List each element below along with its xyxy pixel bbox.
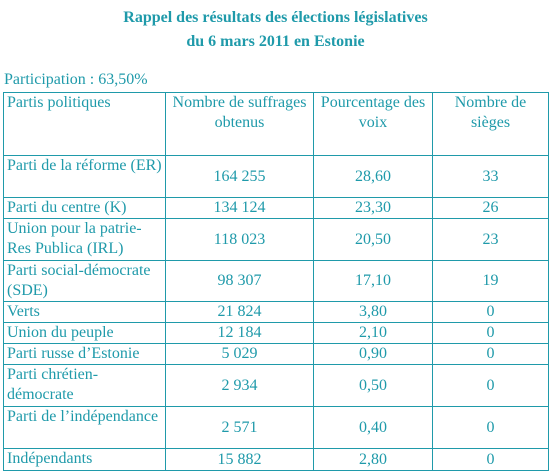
table-cell: 164 255 <box>165 155 314 198</box>
table-row: Verts 21 824 3,80 0 <box>3 301 549 323</box>
results-table: Partis politiques Nombre de suffrages obt… <box>3 92 549 471</box>
table-cell: 0 <box>432 364 549 407</box>
table-cell: 26 <box>432 197 549 219</box>
table-cell: Parti du centre (K) <box>3 197 166 219</box>
header-row: Partis politiques Nombre de suffrages obt… <box>3 92 549 156</box>
table-cell: 2 571 <box>165 406 314 449</box>
title-line: Rappel des résultats des élections légis… <box>123 9 428 26</box>
table-cell: Parti social-démocrate (SDE) <box>3 260 166 302</box>
table-row: Parti social-démocrate (SDE) 98 307 17,10 1… <box>3 260 549 302</box>
table-row: Parti de la réforme (ER) 164 255 28,60 33 <box>3 155 549 198</box>
table-cell: Parti de la réforme (ER) <box>3 155 166 198</box>
table-cell: 0 <box>432 343 549 365</box>
table-cell: Parti de l’indépendance <box>3 406 166 449</box>
table-cell: 15 882 <box>165 448 314 471</box>
table-cell: 17,10 <box>313 260 433 302</box>
title-line: du 6 mars 2011 en Estonie <box>186 33 365 50</box>
table-cell: 0 <box>432 301 549 323</box>
table-cell: 20,50 <box>313 218 433 261</box>
table-cell: 0 <box>432 322 549 344</box>
table-row: Union du peuple 12 184 2,10 0 <box>3 322 549 344</box>
table-cell: 33 <box>432 155 549 198</box>
table-row: Union pour la patrie-Res Publica (IRL) 11… <box>3 218 549 261</box>
table-row: Parti du centre (K) 134 124 23,30 26 <box>3 197 549 219</box>
table-cell: 118 023 <box>165 218 314 261</box>
title: Rappel des résultats des élections légis… <box>0 6 551 54</box>
table-cell: 2,10 <box>313 322 433 344</box>
table-row: Indépendants 15 882 2,80 0 <box>3 448 549 471</box>
table-cell: 98 307 <box>165 260 314 302</box>
table-cell: Parti russe d’Estonie <box>3 343 166 365</box>
table-cell: Indépendants <box>3 448 166 471</box>
table-cell: Parti chrétien-démocrate <box>3 364 166 407</box>
table-cell: 12 184 <box>165 322 314 344</box>
table-cell: 2,80 <box>313 448 433 471</box>
table-row: Parti chrétien-démocrate 2 934 0,50 0 <box>3 364 549 407</box>
table-cell: 134 124 <box>165 197 314 219</box>
table-cell: 0 <box>432 448 549 471</box>
table-cell: 3,80 <box>313 301 433 323</box>
table-cell: 0,40 <box>313 406 433 449</box>
table-cell: 23 <box>432 218 549 261</box>
table-cell: 0 <box>432 406 549 449</box>
column-header: Partis politiques <box>3 92 166 156</box>
table-cell: 28,60 <box>313 155 433 198</box>
table-cell: Union pour la patrie-Res Publica (IRL) <box>3 218 166 261</box>
table-cell: 2 934 <box>165 364 314 407</box>
participation: Participation : 63,50% <box>4 71 148 88</box>
column-header: Pourcentage des voix <box>313 92 433 156</box>
table-cell: Verts <box>3 301 166 323</box>
table-row: Parti russe d’Estonie 5 029 0,90 0 <box>3 343 549 365</box>
table-cell: 5 029 <box>165 343 314 365</box>
table-cell: 21 824 <box>165 301 314 323</box>
table-row: Parti de l’indépendance 2 571 0,40 0 <box>3 406 549 449</box>
table-cell: 19 <box>432 260 549 302</box>
column-header: Nombre de suffrages obtenus <box>165 92 314 156</box>
column-header: Nombre de sièges <box>432 92 549 156</box>
table-cell: 0,50 <box>313 364 433 407</box>
table-cell: 23,30 <box>313 197 433 219</box>
table-cell: Union du peuple <box>3 322 166 344</box>
table-cell: 0,90 <box>313 343 433 365</box>
